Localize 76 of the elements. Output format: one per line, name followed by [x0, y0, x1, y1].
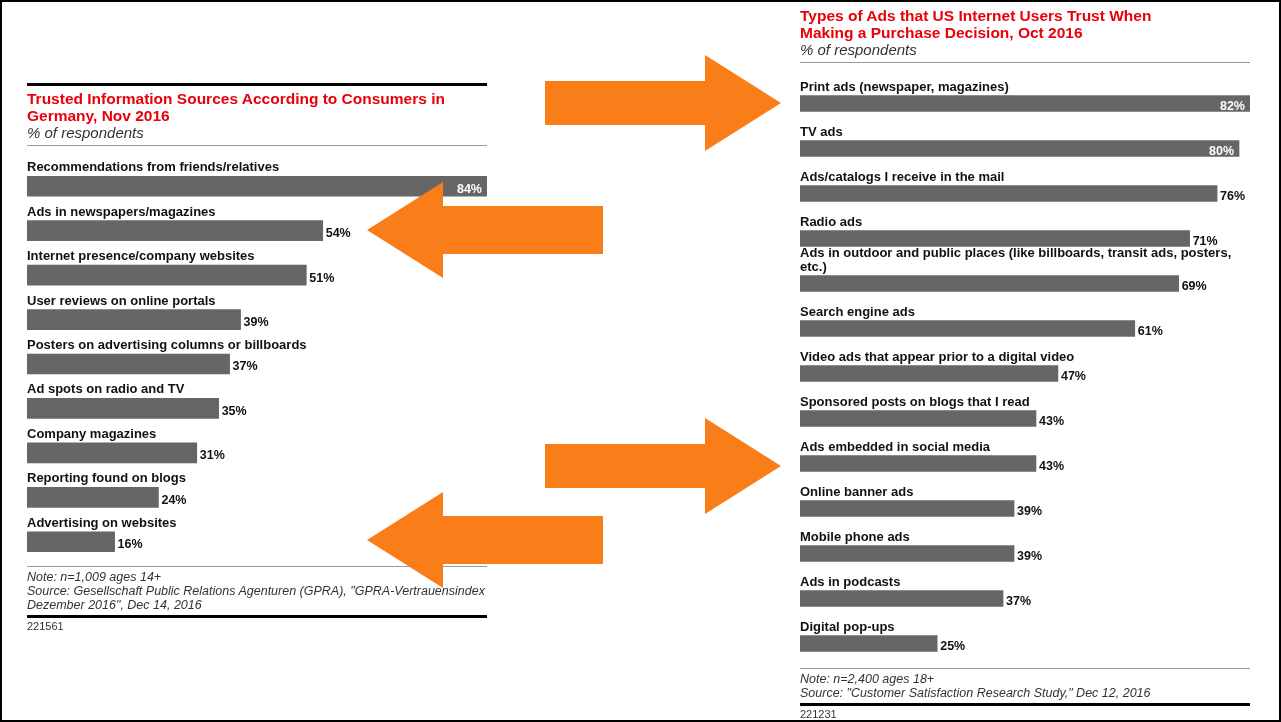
- source-note: Source: Gesellschaft Public Relations Agenturen (GPRA), "GPRA-Vertrauensindex Dezember 2016", Dec 14, 2016: [27, 584, 486, 612]
- y-tick-label: Online banner ads: [800, 483, 914, 499]
- y-tick-label: Ads in podcasts: [800, 573, 901, 589]
- y-tick-label: Posters on advertising columns or billboards: [27, 337, 307, 352]
- data-label: 82%: [1219, 98, 1245, 113]
- bar: [27, 264, 307, 286]
- data-label: 37%: [232, 359, 258, 374]
- y-tick-label: Digital pop-ups: [800, 618, 895, 634]
- bar: [800, 500, 1015, 517]
- data-label: 80%: [1208, 143, 1235, 158]
- bar: [27, 175, 487, 197]
- data-label: 51%: [309, 270, 335, 285]
- y-tick-label: Ads embedded in social media: [800, 438, 991, 454]
- data-label: 16%: [117, 537, 143, 552]
- data-label: 61%: [1137, 323, 1163, 338]
- y-tick-label: Recommendations from friends/relatives: [27, 159, 280, 175]
- data-label: 35%: [221, 403, 247, 418]
- chart-title: Types of Ads that US Internet Users Trust When Making a Purchase Decision, Oct 2016: [800, 6, 1153, 41]
- y-tick-label: Mobile phone ads: [800, 528, 910, 544]
- bar: [27, 398, 219, 419]
- chart-subtitle: % of respondents: [27, 124, 487, 146]
- text: 221561: [27, 620, 65, 632]
- y-tick-label: Sponsored posts on blogs that I read: [800, 393, 1030, 409]
- y-tick-label: Print ads (newspaper, magazines): [800, 78, 1009, 94]
- data-label: 54%: [325, 226, 351, 241]
- data-label: 43%: [1038, 413, 1065, 428]
- y-tick-label: Internet presence/company websites: [27, 248, 255, 264]
- data-label: 37%: [1006, 593, 1032, 608]
- data-label: 25%: [940, 638, 966, 653]
- y-tick-label: Ads/catalogs I receive in the mail: [800, 168, 1005, 184]
- y-tick-label: Radio ads: [800, 213, 863, 229]
- data-label: 39%: [243, 315, 269, 330]
- y-tick-label: Ads in outdoor and public places (like billboards, transit ads, posters, etc.): [800, 245, 1232, 274]
- bar: [800, 455, 1037, 472]
- data-label: 47%: [1060, 368, 1086, 383]
- y-tick-label: Video ads that appear prior to a digital video: [800, 348, 1075, 364]
- y-tick-label: Company magazines: [27, 425, 157, 441]
- data-label: 31%: [199, 448, 225, 463]
- data-label: 76%: [1220, 188, 1246, 203]
- data-label: 69%: [1181, 278, 1207, 293]
- y-tick-label: TV ads: [800, 123, 843, 139]
- y-tick-label: Search engine ads: [800, 303, 915, 319]
- bar: [27, 220, 324, 241]
- data-label: 84%: [456, 181, 482, 196]
- data-label: 24%: [161, 492, 187, 507]
- bar: [800, 590, 1004, 607]
- data-label: 71%: [1192, 233, 1218, 248]
- y-tick-label: Ads in newspapers/magazines: [27, 203, 216, 219]
- bar: [800, 410, 1037, 427]
- text: Note: n=1,009 ages 14+: [27, 570, 163, 584]
- chart-subtitle: % of respondents: [800, 41, 1250, 63]
- source-note: Source: "Customer Satisfaction Research Study," Dec 12, 2016: [800, 686, 1152, 700]
- text: 221231: [800, 708, 838, 720]
- data-label: 39%: [1017, 548, 1043, 563]
- bar: [27, 442, 198, 464]
- bar: [27, 353, 230, 375]
- bar: [800, 95, 1250, 112]
- y-tick-label: Advertising on websites: [27, 514, 177, 530]
- y-tick-label: User reviews on online portals: [27, 292, 216, 308]
- y-tick-label: Ad spots on radio and TV: [27, 381, 185, 397]
- bar: [800, 320, 1136, 337]
- chart-title: Trusted Information Sources According to Consumers in Germany, Nov 2016: [27, 89, 446, 124]
- bar: [800, 545, 1015, 562]
- bar: [800, 185, 1218, 202]
- bar: [800, 140, 1240, 157]
- bar: [27, 487, 159, 508]
- data-label: 39%: [1017, 503, 1043, 518]
- bar: [800, 635, 938, 652]
- bar: [800, 230, 1190, 247]
- bar: [800, 365, 1059, 382]
- y-tick-label: Reporting found on blogs: [27, 470, 186, 486]
- bar: [800, 275, 1179, 292]
- data-label: 43%: [1038, 458, 1065, 473]
- text: Note: n=2,400 ages 18+: [800, 672, 936, 686]
- bar: [27, 309, 241, 330]
- bar: [27, 531, 115, 553]
